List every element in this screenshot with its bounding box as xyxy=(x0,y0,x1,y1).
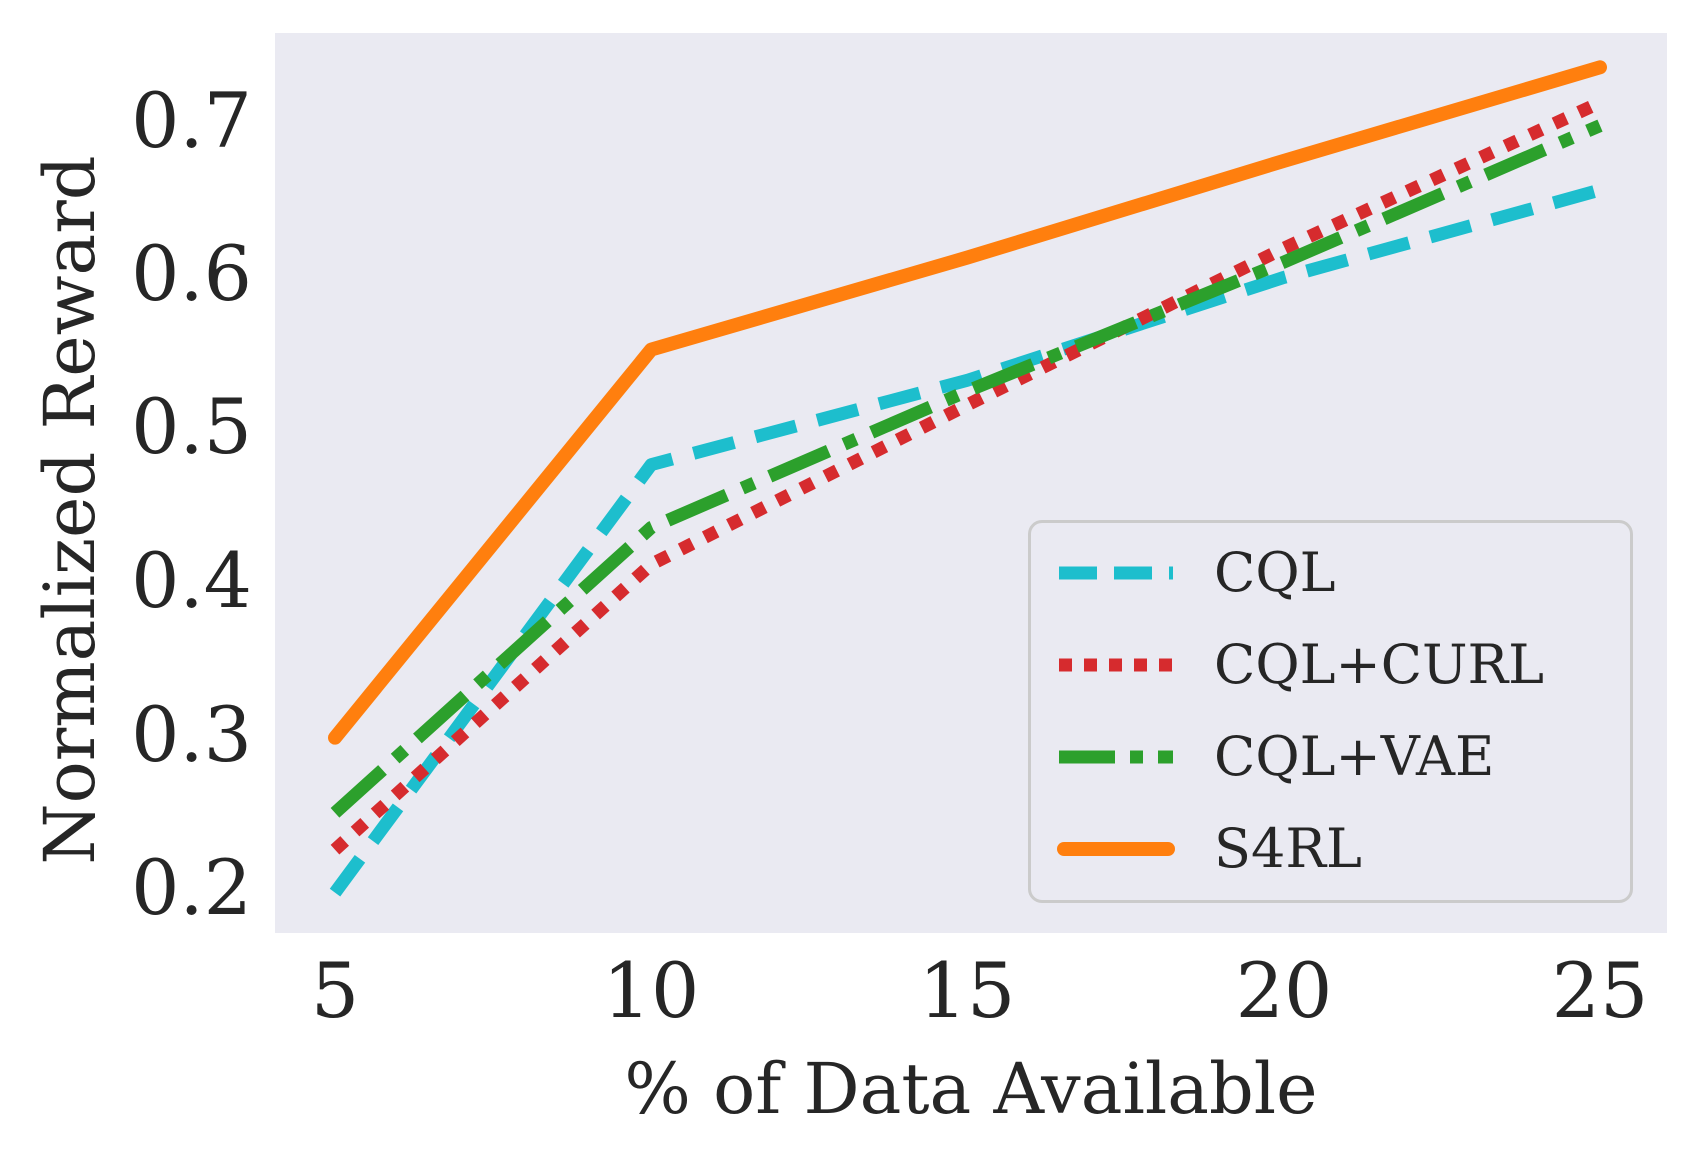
y-tick-0.5: 0.5 xyxy=(131,382,252,471)
y-tick-0.6: 0.6 xyxy=(131,229,252,318)
x-tick-25: 25 xyxy=(1551,946,1649,1035)
y-tick-0.7: 0.7 xyxy=(131,76,252,165)
legend-row-s4rl: S4RL xyxy=(1056,803,1630,895)
x-tick-15: 15 xyxy=(918,946,1016,1035)
x-tick-10: 10 xyxy=(602,946,700,1035)
y-axis-label: Normalized Reward xyxy=(29,155,111,865)
legend-label-cql-vae: CQL+VAE xyxy=(1214,725,1495,788)
legend-row-cql-vae: CQL+VAE xyxy=(1056,711,1630,803)
y-tick-0.2: 0.2 xyxy=(131,843,252,932)
x-axis-label: % of Data Available xyxy=(624,1048,1318,1130)
x-tick-5: 5 xyxy=(310,946,360,1035)
legend-line-sample-cql-vae xyxy=(1059,750,1173,764)
y-tick-0.3: 0.3 xyxy=(131,690,252,779)
legend-box: CQL CQL+CURL CQL+VAE S4RL xyxy=(1028,520,1633,903)
legend-label-cql: CQL xyxy=(1214,541,1336,604)
y-tick-0.4: 0.4 xyxy=(131,536,252,625)
legend-row-cql-curl: CQL+CURL xyxy=(1056,619,1630,711)
x-tick-20: 20 xyxy=(1235,946,1333,1035)
legend-row-cql: CQL xyxy=(1056,527,1630,619)
legend-label-s4rl: S4RL xyxy=(1214,817,1362,880)
legend-label-cql-curl: CQL+CURL xyxy=(1214,633,1545,696)
legend-line-sample-cql xyxy=(1059,566,1173,580)
legend-line-sample-cql-curl xyxy=(1059,658,1173,672)
legend-line-sample-s4rl xyxy=(1057,842,1175,856)
